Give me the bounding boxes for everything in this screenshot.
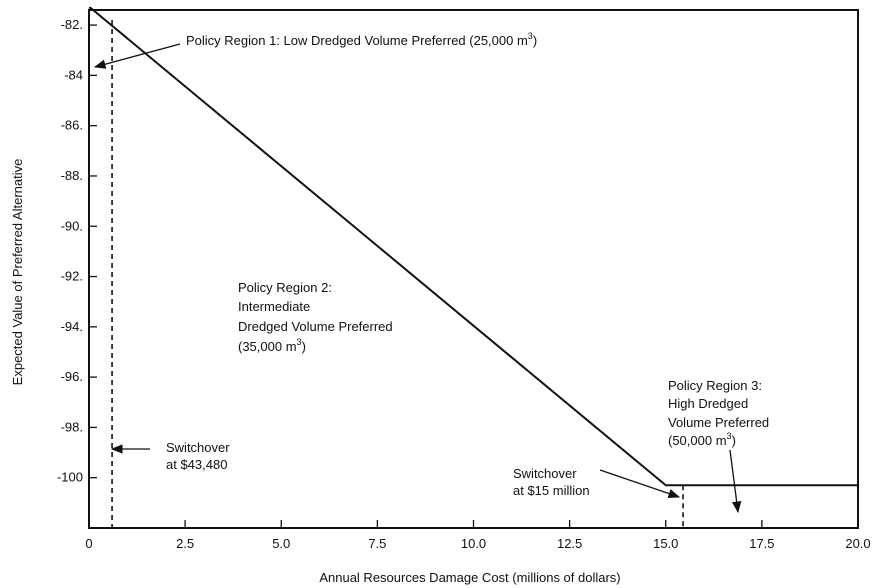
x-tick-label: 20.0 [845, 536, 870, 551]
svg-text:Intermediate: Intermediate [238, 299, 310, 314]
x-tick-label: 12.5 [557, 536, 582, 551]
y-tick-label: -82. [61, 17, 83, 32]
x-tick-label: 5.0 [272, 536, 290, 551]
svg-text:Policy Region 3:: Policy Region 3: [668, 378, 762, 393]
svg-text:(50,000 m3): (50,000 m3) [668, 431, 736, 448]
y-tick-label: -100 [57, 470, 83, 485]
svg-text:at $43,480: at $43,480 [166, 457, 227, 472]
switch2-arrow [599, 469, 681, 499]
y-tick-label: -94. [61, 319, 83, 334]
region3-arrow [729, 449, 742, 514]
svg-text:Volume Preferred: Volume Preferred [668, 415, 769, 430]
y-tick-label: -92. [61, 269, 83, 284]
svg-text:Switchover: Switchover [166, 440, 230, 455]
y-tick-label: -98. [61, 419, 83, 434]
switch1-annotation: Switchover at $43,480 [166, 440, 230, 472]
x-tick-label: 10.0 [461, 536, 486, 551]
x-axis-title: Annual Resources Damage Cost (millions o… [319, 570, 620, 585]
region1-annotation: Policy Region 1: Low Dredged Volume Pref… [186, 31, 537, 48]
y-tick-label: -90. [61, 218, 83, 233]
y-tick-label: -84 [64, 67, 83, 82]
y-tick-label: -88. [61, 168, 83, 183]
switch2-annotation: Switchover at $15 million [513, 466, 590, 498]
svg-text:Policy Region 2:: Policy Region 2: [238, 280, 332, 295]
region1-arrow [93, 43, 181, 69]
y-tick-label: -86. [61, 118, 83, 133]
x-axis-ticks: 0 2.5 5.0 7.5 10.0 12.5 15.0 17.5 20.0 [85, 520, 871, 551]
svg-text:at $15 million: at $15 million [513, 483, 590, 498]
x-tick-label: 0 [85, 536, 92, 551]
svg-text:(35,000 m3): (35,000 m3) [238, 337, 306, 354]
x-tick-label: 15.0 [653, 536, 678, 551]
x-tick-label: 2.5 [176, 536, 194, 551]
y-axis-title: Expected Value of Preferred Alternative [10, 159, 25, 386]
series-line [88, 6, 858, 487]
svg-text:Dredged Volume Preferred: Dredged Volume Preferred [238, 319, 393, 334]
svg-text:High Dredged: High Dredged [668, 396, 748, 411]
x-tick-label: 17.5 [749, 536, 774, 551]
y-tick-label: -96. [61, 369, 83, 384]
svg-text:Switchover: Switchover [513, 466, 577, 481]
y-axis-ticks: -82. -84 -86. -88. -90. -92. -94. -96. -98. -100 [57, 17, 97, 485]
x-tick-label: 7.5 [368, 536, 386, 551]
region3-annotation: Policy Region 3: High Dredged Volume Pre… [668, 378, 769, 448]
region2-annotation: Policy Region 2: Intermediate Dredged Vo… [238, 280, 393, 354]
